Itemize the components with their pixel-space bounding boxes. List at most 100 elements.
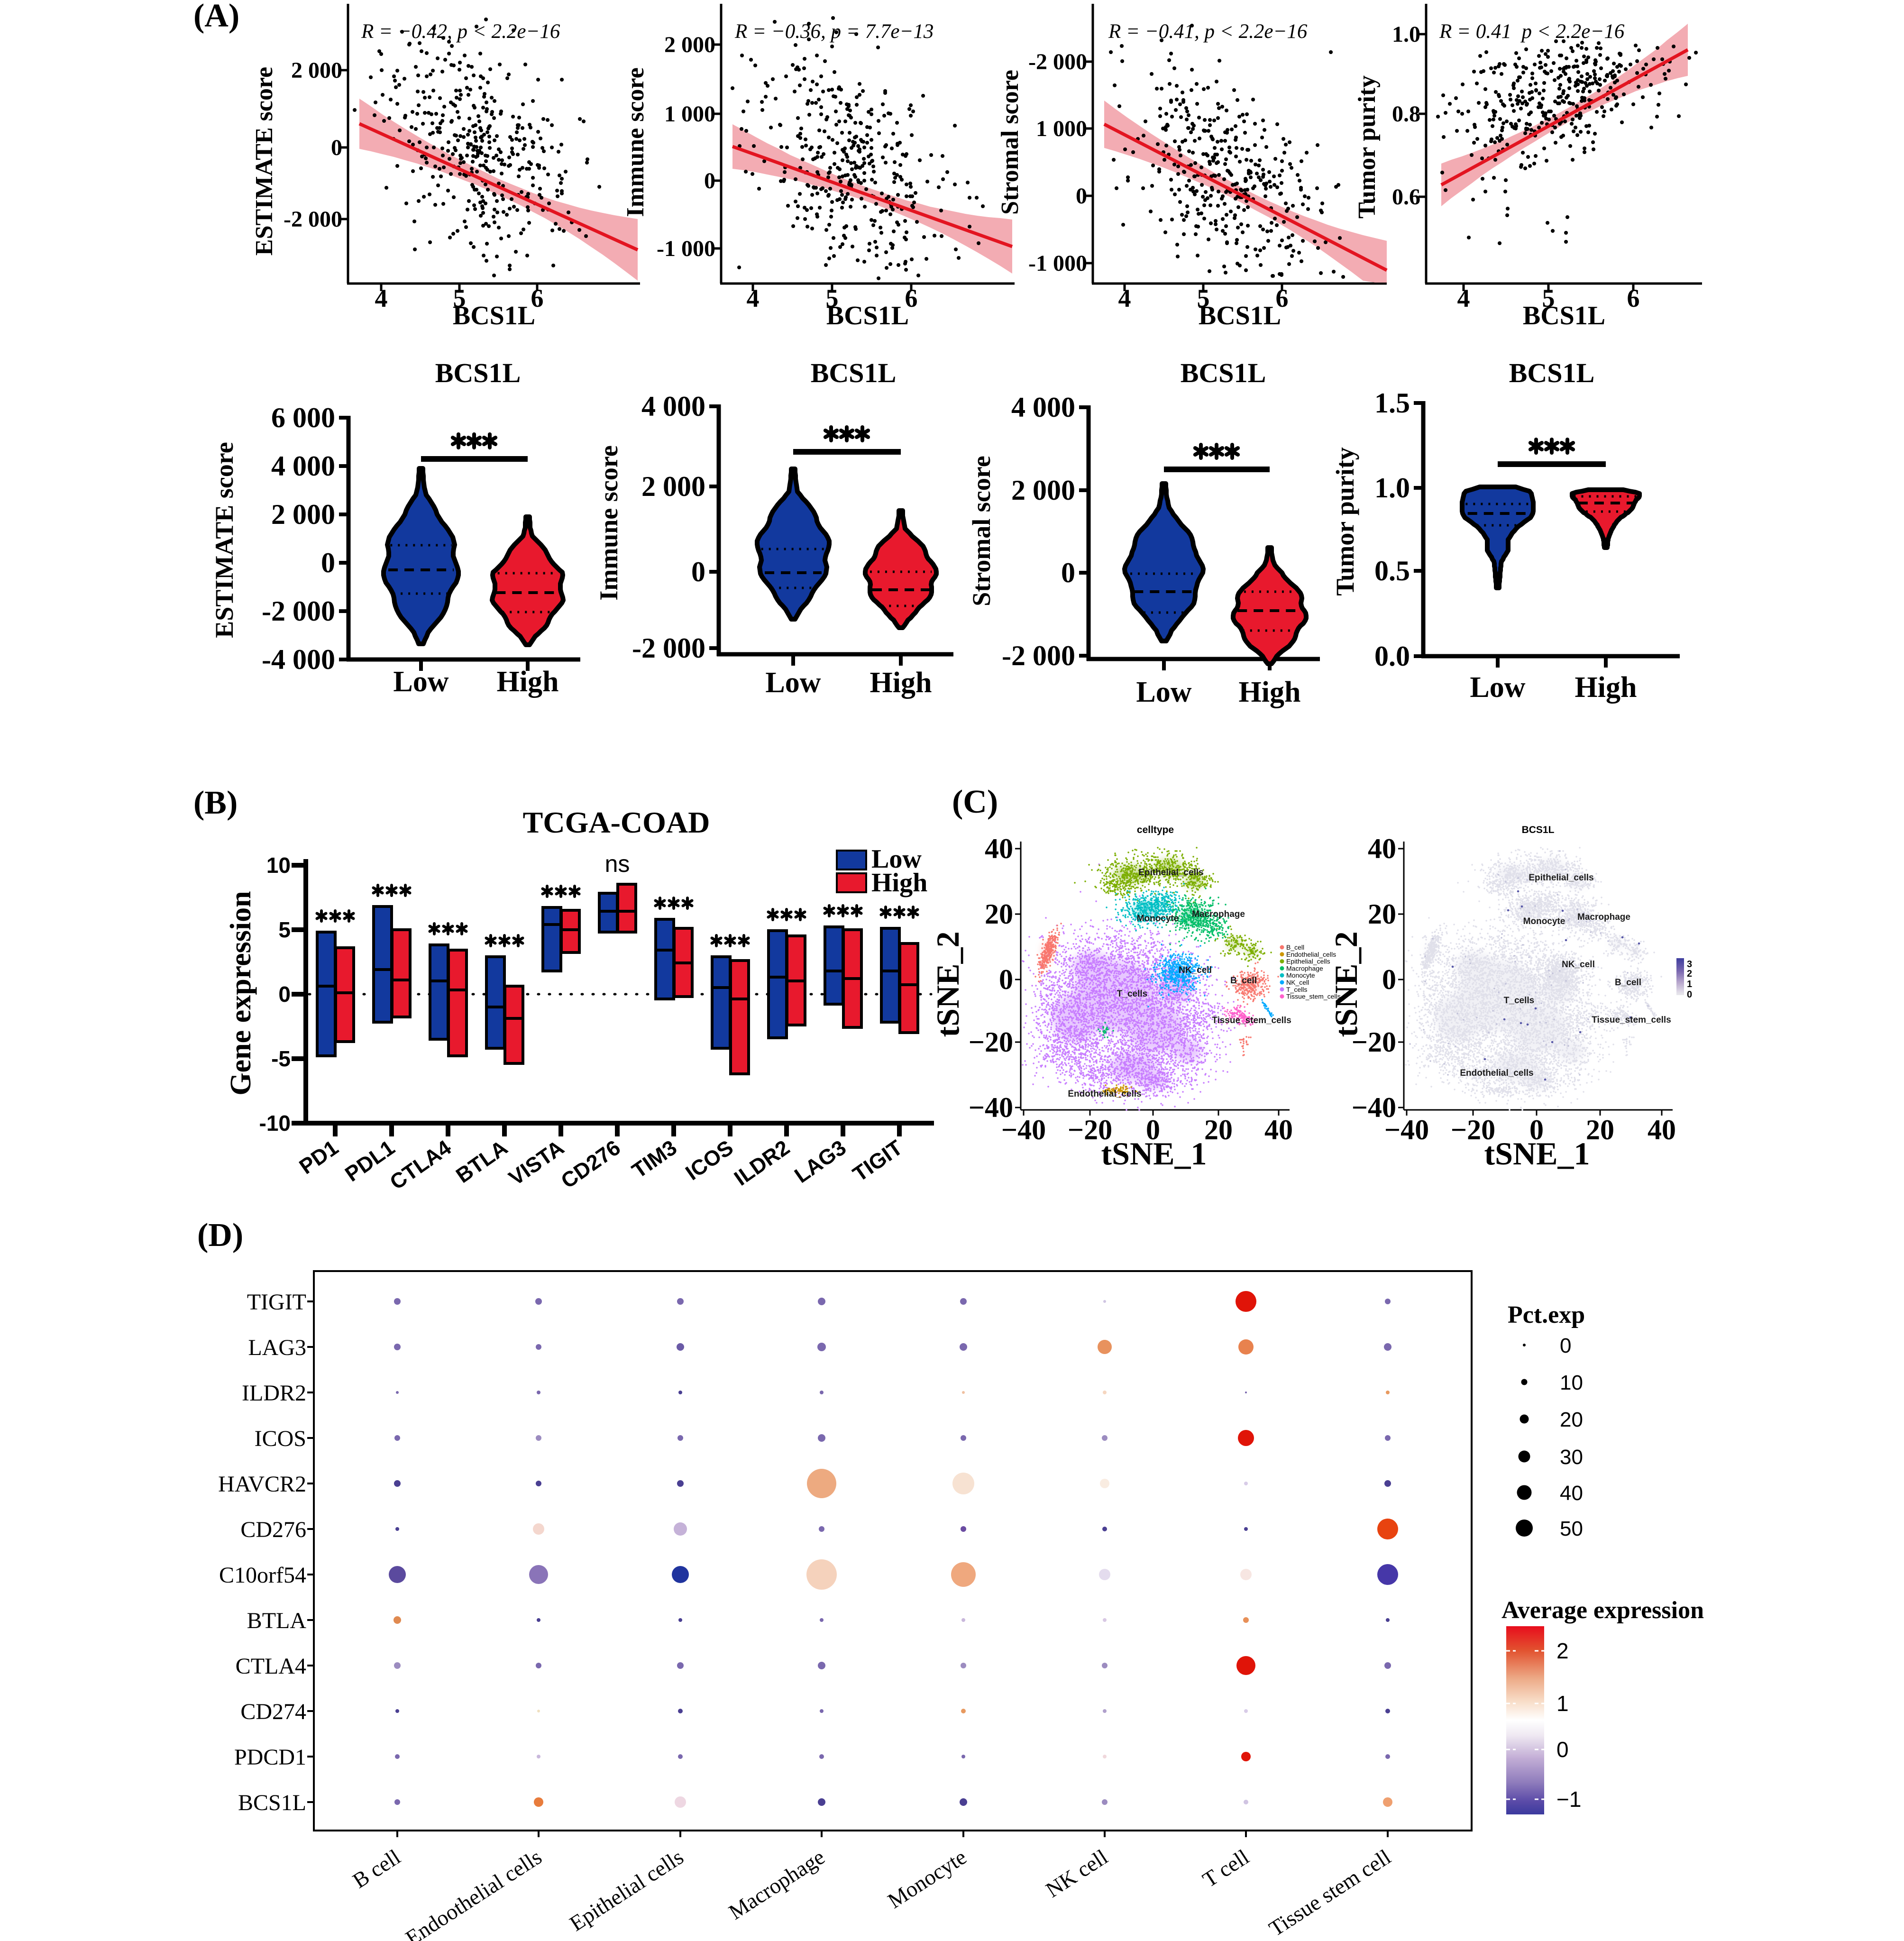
svg-text:TCGA-COAD: TCGA-COAD <box>523 806 710 839</box>
svg-text:0: 0 <box>691 556 705 587</box>
svg-text:Endothelial_cells: Endothelial_cells <box>1068 1089 1141 1099</box>
svg-text:-2 000: -2 000 <box>632 632 705 664</box>
svg-text:50: 50 <box>1560 1517 1583 1540</box>
svg-text:−40: −40 <box>1352 1092 1396 1123</box>
svg-text:2 000: 2 000 <box>271 499 335 530</box>
svg-text:-10: -10 <box>259 1111 291 1135</box>
svg-text:6: 6 <box>1627 284 1640 312</box>
svg-text:High: High <box>871 868 927 897</box>
svg-text:Monocyte: Monocyte <box>1286 971 1315 979</box>
svg-text:Low: Low <box>871 844 922 874</box>
svg-text:0: 0 <box>1382 964 1396 995</box>
svg-text:-2 000: -2 000 <box>1002 640 1075 671</box>
svg-text:-5: -5 <box>271 1046 291 1071</box>
svg-text:Low: Low <box>1470 671 1525 704</box>
svg-text:LAG3: LAG3 <box>248 1335 306 1360</box>
svg-text:1.0: 1.0 <box>1374 472 1410 504</box>
svg-text:ns: ns <box>605 851 630 877</box>
svg-text:HAVCR2: HAVCR2 <box>218 1472 306 1497</box>
svg-text:0: 0 <box>1076 183 1087 209</box>
svg-text:10: 10 <box>266 853 291 878</box>
svg-text:BCS1L: BCS1L <box>1509 357 1595 388</box>
svg-text:Monocyte: Monocyte <box>1523 916 1565 926</box>
svg-text:(A): (A) <box>193 0 239 34</box>
svg-text:B_cell: B_cell <box>1286 943 1304 951</box>
svg-text:−1: −1 <box>1556 1787 1581 1812</box>
svg-text:5: 5 <box>826 284 839 312</box>
svg-text:High: High <box>870 667 932 699</box>
svg-text:2 000: 2 000 <box>641 471 705 502</box>
svg-text:5: 5 <box>1542 284 1555 312</box>
svg-text:Macrophage: Macrophage <box>1577 912 1630 922</box>
svg-text:B_cell: B_cell <box>1230 976 1257 986</box>
svg-text:-2 000: -2 000 <box>284 207 342 232</box>
svg-text:0: 0 <box>1061 557 1075 588</box>
svg-text:4 000: 4 000 <box>641 391 705 422</box>
svg-text:20: 20 <box>1368 898 1396 930</box>
svg-text:ICOS: ICOS <box>255 1426 306 1451</box>
svg-text:Tissue_stem_cells: Tissue_stem_cells <box>1212 1016 1291 1025</box>
svg-text:6 000: 6 000 <box>271 402 335 433</box>
svg-text:4: 4 <box>1118 284 1131 312</box>
svg-text:BCS1L: BCS1L <box>435 357 521 388</box>
svg-text:High: High <box>1239 676 1301 708</box>
svg-text:Endothelial_cells: Endothelial_cells <box>1286 951 1336 958</box>
svg-text:Monocyte: Monocyte <box>1137 914 1179 924</box>
svg-text:0: 0 <box>1556 1737 1569 1762</box>
svg-text:2: 2 <box>1556 1639 1569 1663</box>
svg-text:4: 4 <box>375 284 388 312</box>
svg-text:Immune score: Immune score <box>622 67 649 217</box>
svg-text:Endothelial_cells: Endothelial_cells <box>1460 1068 1533 1078</box>
svg-text:30: 30 <box>1560 1446 1583 1469</box>
svg-text:-1 000: -1 000 <box>657 236 715 261</box>
svg-text:6: 6 <box>1276 284 1289 312</box>
svg-text:BCS1L: BCS1L <box>1522 824 1555 835</box>
svg-text:BCS1L: BCS1L <box>453 301 535 330</box>
svg-text:20: 20 <box>1586 1114 1614 1145</box>
svg-text:2 000: 2 000 <box>291 58 342 83</box>
svg-text:CTLA4: CTLA4 <box>236 1654 306 1679</box>
svg-text:40: 40 <box>1368 833 1396 864</box>
svg-text:Epithelial_cells: Epithelial_cells <box>1529 873 1593 883</box>
svg-text:Epithelial_cells: Epithelial_cells <box>1138 868 1203 878</box>
svg-text:R = −0.36, p = 7.7e−13: R = −0.36, p = 7.7e−13 <box>734 20 934 43</box>
svg-text:C10orf54: C10orf54 <box>219 1563 306 1588</box>
svg-text:1 000: 1 000 <box>1036 116 1087 141</box>
svg-text:Stromal score: Stromal score <box>967 456 996 606</box>
svg-text:tSNE_2: tSNE_2 <box>930 932 966 1037</box>
svg-text:0.0: 0.0 <box>1374 641 1410 672</box>
svg-text:0: 0 <box>1687 989 1692 1000</box>
svg-text:10: 10 <box>1560 1371 1583 1394</box>
svg-text:Low: Low <box>393 666 449 698</box>
svg-text:3: 3 <box>1687 959 1692 970</box>
svg-text:ESTIMATE score: ESTIMATE score <box>210 442 238 638</box>
svg-text:BCS1L: BCS1L <box>826 301 909 330</box>
svg-text:Immune score: Immune score <box>595 445 623 600</box>
svg-text:High: High <box>497 666 559 698</box>
svg-text:-4 000: -4 000 <box>262 644 335 675</box>
svg-text:20: 20 <box>1204 1114 1233 1145</box>
svg-text:PDCD1: PDCD1 <box>234 1745 306 1770</box>
svg-text:BCS1L: BCS1L <box>1199 301 1281 330</box>
svg-text:0: 0 <box>321 547 335 578</box>
svg-text:(C): (C) <box>952 784 998 820</box>
svg-text:2 000: 2 000 <box>664 32 715 57</box>
svg-text:6: 6 <box>905 284 918 312</box>
svg-text:20: 20 <box>985 898 1013 930</box>
svg-text:T_cells: T_cells <box>1504 996 1534 1006</box>
svg-text:0.6: 0.6 <box>1392 184 1420 210</box>
svg-text:BCS1L: BCS1L <box>1181 357 1266 388</box>
svg-text:(D): (D) <box>197 1217 243 1254</box>
svg-text:0: 0 <box>278 982 291 1007</box>
svg-text:tSNE_1: tSNE_1 <box>1484 1135 1590 1172</box>
svg-text:4 000: 4 000 <box>271 450 335 482</box>
svg-text:Tissue_stem_cells: Tissue_stem_cells <box>1592 1015 1671 1025</box>
svg-text:5: 5 <box>453 284 466 312</box>
svg-text:0: 0 <box>1529 1114 1544 1145</box>
svg-text:Low: Low <box>1136 676 1191 708</box>
svg-text:0: 0 <box>1560 1334 1571 1357</box>
svg-text:tSNE_1: tSNE_1 <box>1101 1135 1207 1172</box>
svg-text:BCS1L: BCS1L <box>238 1790 306 1815</box>
svg-text:5: 5 <box>278 917 291 942</box>
svg-text:0.5: 0.5 <box>1374 555 1410 586</box>
